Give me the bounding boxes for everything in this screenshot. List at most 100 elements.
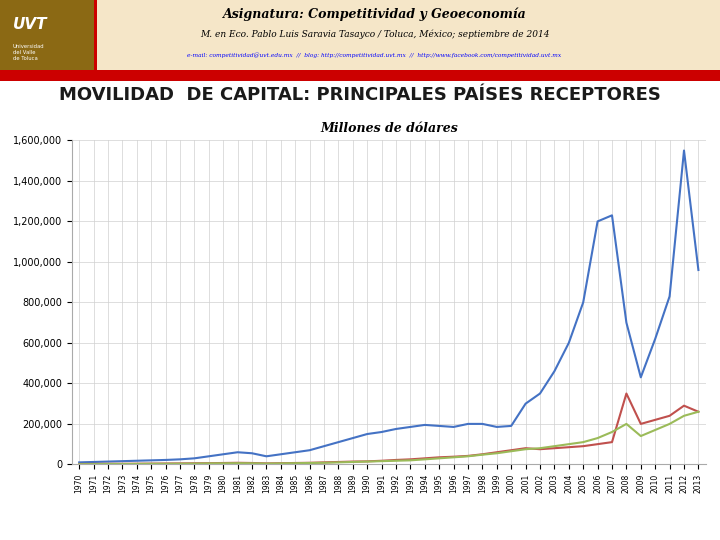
Economías emergentes	[377, 458, 386, 464]
Economías industrializadas emergentes	[651, 417, 660, 423]
Economías emergentes	[147, 461, 156, 467]
Economías industrializadas	[233, 449, 242, 455]
Text: MOVILIDAD  DE CAPITAL: PRINCIPALES PAÍSES RECEPTORES: MOVILIDAD DE CAPITAL: PRINCIPALES PAÍSES…	[59, 85, 661, 104]
Economías emergentes	[680, 413, 688, 419]
Economías industrializadas	[694, 267, 703, 273]
Economías industrializadas emergentes	[680, 402, 688, 409]
Economías industrializadas emergentes	[204, 460, 213, 467]
Economías industrializadas	[507, 423, 516, 429]
Economías industrializadas	[521, 400, 530, 407]
Economías emergentes	[651, 427, 660, 433]
Economías industrializadas	[536, 390, 544, 397]
Economías industrializadas	[420, 422, 429, 428]
Economías emergentes	[608, 429, 616, 435]
Economías emergentes	[478, 451, 487, 458]
Economías emergentes	[435, 455, 444, 462]
Economías industrializadas	[608, 212, 616, 219]
Economías industrializadas	[276, 451, 285, 457]
Economías industrializadas	[132, 457, 141, 464]
Economías emergentes	[89, 461, 98, 467]
Economías emergentes	[248, 460, 256, 467]
Economías industrializadas emergentes	[219, 460, 228, 466]
Economías industrializadas emergentes	[104, 461, 112, 467]
Economías industrializadas emergentes	[392, 457, 400, 463]
Line: Economías industrializadas: Economías industrializadas	[79, 151, 698, 462]
Economías industrializadas emergentes	[334, 458, 343, 465]
Economías emergentes	[204, 460, 213, 467]
Economías industrializadas	[478, 421, 487, 427]
Economías industrializadas	[392, 426, 400, 432]
Economías industrializadas emergentes	[262, 460, 271, 467]
Economías industrializadas emergentes	[579, 443, 588, 449]
Economías industrializadas	[564, 340, 573, 346]
Economías industrializadas emergentes	[233, 460, 242, 466]
Economías industrializadas	[320, 443, 328, 449]
Economías industrializadas emergentes	[291, 460, 300, 466]
Economías industrializadas	[291, 449, 300, 455]
Economías emergentes	[579, 439, 588, 446]
Economías emergentes	[276, 460, 285, 467]
Economías industrializadas emergentes	[320, 459, 328, 465]
Economías industrializadas emergentes	[363, 458, 372, 464]
Line: Economías industrializadas emergentes: Economías industrializadas emergentes	[79, 394, 698, 464]
Economías industrializadas	[334, 439, 343, 446]
Economías emergentes	[334, 459, 343, 465]
Economías emergentes	[161, 461, 170, 467]
Economías industrializadas emergentes	[464, 453, 472, 459]
Economías industrializadas emergentes	[190, 460, 199, 467]
Economías emergentes	[420, 456, 429, 463]
Economías industrializadas emergentes	[636, 421, 645, 427]
Economías industrializadas	[176, 456, 184, 463]
Economías emergentes	[176, 461, 184, 467]
Economías industrializadas	[248, 450, 256, 456]
Economías emergentes	[564, 441, 573, 447]
Economías industrializadas emergentes	[276, 460, 285, 467]
Economías industrializadas	[161, 457, 170, 463]
Economías industrializadas emergentes	[305, 460, 314, 466]
Economías emergentes	[521, 446, 530, 453]
Economías industrializadas	[147, 457, 156, 463]
Economías industrializadas	[449, 424, 458, 430]
Economías industrializadas emergentes	[176, 460, 184, 467]
Economías emergentes	[291, 460, 300, 467]
Economías industrializadas	[89, 458, 98, 465]
Economías industrializadas emergentes	[507, 447, 516, 454]
Economías emergentes	[636, 433, 645, 440]
Economías emergentes	[320, 460, 328, 466]
Title: Millones de dólares: Millones de dólares	[320, 122, 458, 135]
Economías emergentes	[406, 457, 415, 463]
Economías emergentes	[449, 454, 458, 461]
Economías industrializadas emergentes	[248, 460, 256, 466]
Economías industrializadas	[406, 424, 415, 430]
Economías industrializadas emergentes	[89, 461, 98, 467]
Economías industrializadas emergentes	[665, 413, 674, 419]
Economías emergentes	[622, 421, 631, 427]
Text: M. en Eco. Pablo Luis Saravia Tasayco / Toluca, México; septiembre de 2014: M. en Eco. Pablo Luis Saravia Tasayco / …	[199, 29, 549, 39]
Text: e-mail: competitividad@uvt.edu.mx  //  blog: http://competitividad.uvt.mx  //  h: e-mail: competitividad@uvt.edu.mx // blo…	[187, 52, 562, 58]
Economías industrializadas	[204, 453, 213, 460]
Text: UVT: UVT	[13, 17, 48, 32]
Economías industrializadas	[464, 421, 472, 427]
Economías industrializadas	[262, 453, 271, 460]
Line: Economías emergentes: Economías emergentes	[79, 411, 698, 464]
Economías industrializadas	[104, 458, 112, 465]
Economías emergentes	[507, 448, 516, 455]
Economías industrializadas	[492, 424, 501, 430]
Economías industrializadas	[435, 423, 444, 429]
Economías emergentes	[190, 460, 199, 467]
Economías industrializadas emergentes	[435, 454, 444, 461]
Economías industrializadas emergentes	[608, 439, 616, 446]
Bar	[94, 0, 97, 81]
Economías emergentes	[550, 443, 559, 449]
Economías emergentes	[363, 458, 372, 465]
Economías emergentes	[219, 460, 228, 467]
Text: Universidad
del Valle
de Toluca: Universidad del Valle de Toluca	[13, 44, 45, 61]
Economías emergentes	[464, 453, 472, 460]
Economías industrializadas emergentes	[478, 451, 487, 457]
Economías industrializadas	[665, 293, 674, 300]
Economías industrializadas	[680, 147, 688, 154]
Text: Asignatura: Competitividad y Geoeconomía: Asignatura: Competitividad y Geoeconomía	[222, 8, 526, 22]
Economías emergentes	[262, 460, 271, 467]
Economías industrializadas emergentes	[161, 460, 170, 467]
Economías industrializadas	[377, 429, 386, 435]
